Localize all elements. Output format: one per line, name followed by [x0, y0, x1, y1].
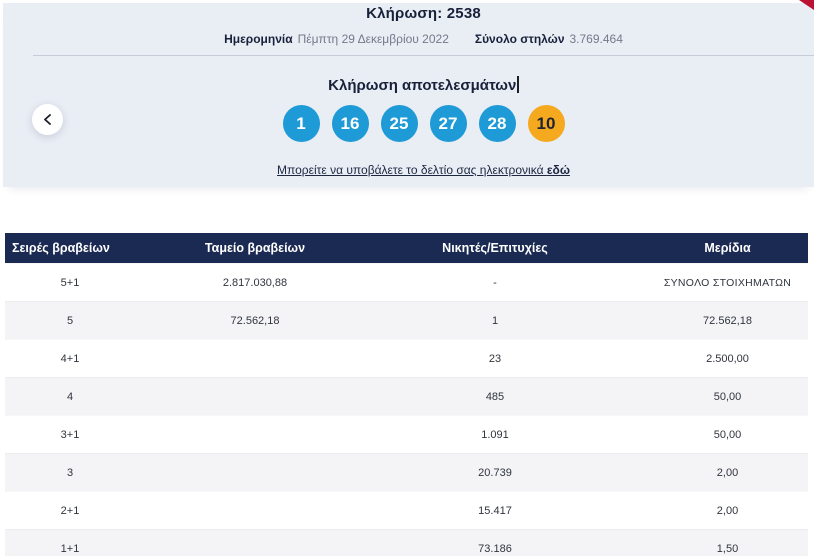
- cell-share: 50,00: [713, 390, 742, 403]
- cell-share: 50,00: [713, 428, 742, 441]
- cell-tier: 5: [66, 314, 74, 327]
- cell-fund: 72.562,18: [230, 314, 280, 327]
- cell-share: 2,00: [716, 504, 739, 517]
- winning-number-ball: 1: [282, 105, 320, 142]
- cell-tier: 3+1: [60, 428, 80, 441]
- results-title: Κλήρωση αποτελεσμάτων: [33, 76, 814, 94]
- cell-fund: 2.817.030,88: [222, 276, 288, 289]
- cell-tier: 1+1: [60, 542, 80, 555]
- total-columns-value: 3.769.464: [569, 32, 623, 46]
- cell-winners: 15.417: [478, 504, 512, 517]
- submit-slip-link[interactable]: Μπορείτε να υποβάλετε το δελτίο σας ηλεκ…: [33, 163, 814, 177]
- prize-table-header: Σειρές βραβείων Ταμείο βραβείων Νικητές/…: [5, 233, 808, 263]
- cell-winners: 73.186: [478, 542, 512, 555]
- text-cursor: [517, 76, 519, 93]
- cell-share: 2,00: [716, 466, 739, 479]
- cell-winners: 1.091: [481, 428, 509, 441]
- winning-number-ball: 28: [478, 105, 516, 142]
- cell-share: 1,50: [716, 542, 739, 555]
- header-divider: [33, 55, 814, 56]
- prize-table-row: 2+1 15.417 2,00: [5, 491, 808, 529]
- cell-winners: 1: [491, 314, 499, 327]
- column-header-tiers: Σειρές βραβείων: [12, 241, 110, 255]
- submit-slip-link-bold: εδώ: [546, 163, 570, 177]
- cell-tier: 4+1: [60, 352, 80, 365]
- total-columns-label: Σύνολο στηλών: [474, 32, 565, 46]
- column-header-fund: Ταμείο βραβείων: [204, 241, 306, 255]
- column-header-share: Μερίδια: [704, 241, 751, 255]
- draw-title: Κλήρωση: 2538: [366, 5, 481, 22]
- cell-share: ΣΥΝΟΛΟ ΣΤΟΙΧΗΜΑΤΩΝ: [663, 276, 792, 289]
- draw-meta-row: Ημερομηνία Πέμπτη 29 Δεκεμβρίου 2022 Σύνο…: [33, 32, 814, 46]
- prize-table-row: 1+1 73.186 1,50: [5, 529, 808, 556]
- prize-table-row: 5+1 2.817.030,88 - ΣΥΝΟΛΟ ΣΤΟΙΧΗΜΑΤΩΝ: [5, 263, 808, 301]
- winning-number-ball: 27: [429, 105, 467, 142]
- cell-winners: 23: [488, 352, 502, 365]
- column-header-winners: Νικητές/Επιτυχίες: [442, 241, 548, 255]
- draw-date: Ημερομηνία Πέμπτη 29 Δεκεμβρίου 2022: [224, 32, 449, 46]
- bonus-number-ball: 10: [527, 105, 565, 142]
- prize-table-row: 3+1 1.091 50,00: [5, 415, 808, 453]
- prize-table-body: 5+1 2.817.030,88 - ΣΥΝΟΛΟ ΣΤΟΙΧΗΜΑΤΩΝ 5 72.56…: [5, 263, 808, 556]
- winning-number-ball: 16: [331, 105, 369, 142]
- winning-number-ball: 25: [380, 105, 418, 142]
- previous-draw-button[interactable]: [32, 104, 63, 135]
- prize-table: Σειρές βραβείων Ταμείο βραβείων Νικητές/…: [5, 233, 808, 556]
- corner-red-decoration: [799, 0, 814, 10]
- prize-table-row: 4 485 50,00: [5, 377, 808, 415]
- cell-tier: 3: [66, 466, 74, 479]
- winning-numbers: 1 16 25 27 28 10: [33, 105, 814, 142]
- cell-tier: 4: [66, 390, 74, 403]
- cell-winners: 20.739: [478, 466, 512, 479]
- submit-slip-link-text: Μπορείτε να υποβάλετε το δελτίο σας ηλεκ…: [277, 163, 547, 177]
- cell-tier: 5+1: [60, 276, 80, 289]
- cell-winners: 485: [485, 390, 505, 403]
- chevron-left-icon: [43, 114, 52, 125]
- prize-table-row: 3 20.739 2,00: [5, 453, 808, 491]
- cell-tier: 2+1: [60, 504, 80, 517]
- prize-table-row: 5 72.562,18 1 72.562,18: [5, 301, 808, 339]
- cell-share: 72.562,18: [703, 314, 752, 327]
- draw-date-value: Πέμπτη 29 Δεκεμβρίου 2022: [297, 32, 449, 46]
- prize-table-row: 4+1 23 2.500,00: [5, 339, 808, 377]
- draw-date-label: Ημερομηνία: [224, 32, 293, 46]
- draw-results-panel: Κλήρωση: 2538 Ημερομηνία Πέμπτη 29 Δεκεμβ…: [3, 3, 814, 187]
- cell-winners: -: [493, 276, 497, 289]
- total-columns: Σύνολο στηλών 3.769.464: [475, 32, 623, 46]
- cell-share: 2.500,00: [706, 352, 749, 365]
